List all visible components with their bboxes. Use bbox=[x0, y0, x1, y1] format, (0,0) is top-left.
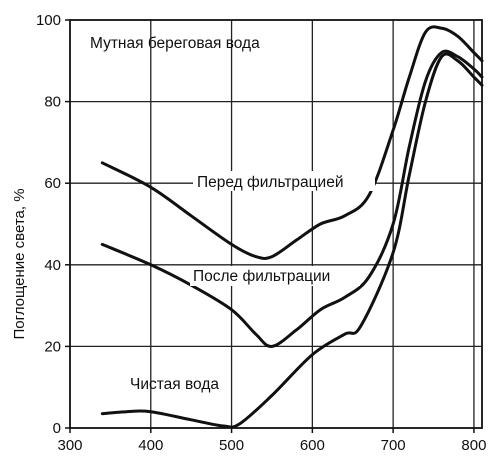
series-label-after-filtration: После фильтрации bbox=[193, 268, 330, 285]
y-tick-label-20: 20 bbox=[44, 338, 61, 355]
series-lines bbox=[100, 25, 484, 429]
annotation-turbid-water: Мутная береговая вода bbox=[90, 35, 260, 52]
x-tick-label-600: 600 bbox=[300, 437, 325, 454]
series-line-2 bbox=[100, 52, 484, 429]
x-tick-label-500: 500 bbox=[219, 437, 244, 454]
series-label-before-filtration: Перед фильтрацией bbox=[197, 174, 344, 191]
series-line-1 bbox=[100, 49, 484, 348]
y-tick-label-60: 60 bbox=[44, 175, 61, 192]
plot-frame bbox=[69, 19, 483, 429]
x-tick-label-800: 800 bbox=[461, 437, 486, 454]
x-tick-label-400: 400 bbox=[138, 437, 163, 454]
y-tick-label-100: 100 bbox=[36, 12, 61, 29]
x-tick-label-300: 300 bbox=[57, 437, 82, 454]
series-line-0 bbox=[100, 25, 484, 260]
x-tick-label-700: 700 bbox=[381, 437, 406, 454]
grid bbox=[70, 20, 482, 428]
y-axis-label: Поглощение света, % bbox=[11, 188, 28, 339]
y-tick-label-0: 0 bbox=[53, 420, 61, 437]
label-bg-before bbox=[193, 171, 375, 191]
series-label-clean-water: Чистая вода bbox=[130, 376, 219, 393]
axes bbox=[65, 19, 483, 433]
y-tick-label-40: 40 bbox=[44, 257, 61, 274]
label-bg-after bbox=[190, 266, 360, 286]
y-tick-label-80: 80 bbox=[44, 94, 61, 111]
tick-labels: 300 400 500 600 700 800 0 20 40 60 80 100 bbox=[36, 12, 486, 454]
